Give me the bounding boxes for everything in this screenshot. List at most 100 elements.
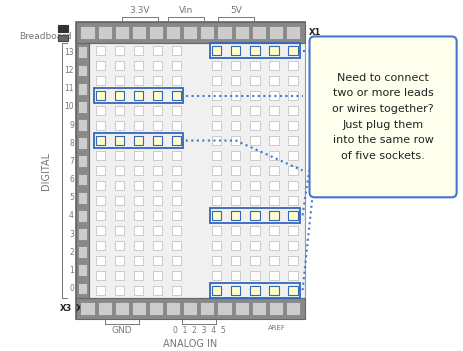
Bar [96,91,105,100]
Bar [78,174,87,185]
Bar [132,302,146,315]
Bar [172,151,181,160]
Bar [153,46,162,55]
Bar [98,26,112,39]
Bar [288,256,298,265]
Bar [115,241,124,250]
Bar [96,166,105,175]
Bar [288,181,298,190]
Bar [212,256,221,265]
Bar [232,121,240,130]
Bar [250,196,260,205]
Text: 8: 8 [69,139,74,148]
Bar [172,211,181,220]
Bar [210,283,300,298]
Bar [153,136,162,145]
Bar [96,256,105,265]
Bar [96,76,105,85]
Bar [115,211,124,220]
Bar [78,283,87,294]
Bar [98,302,112,315]
Bar [200,26,214,39]
Bar [218,26,232,39]
Bar [96,286,105,294]
Bar [269,181,279,190]
Bar [172,181,181,190]
Bar [134,91,143,100]
Bar [134,46,143,55]
Bar [96,196,105,205]
Bar [115,121,124,130]
Bar [96,106,105,115]
Bar [288,271,298,280]
Bar [58,34,68,41]
Text: 1: 1 [69,266,74,275]
Bar [232,211,240,220]
Bar [134,151,143,160]
Bar [134,226,143,235]
Bar [218,302,232,315]
Bar [76,43,89,298]
Text: X3: X3 [60,304,72,313]
Bar [269,226,279,235]
Bar [269,26,283,39]
Text: 7: 7 [69,157,74,166]
Bar [153,91,162,100]
Bar [212,166,221,175]
Bar [153,196,162,205]
FancyBboxPatch shape [310,37,457,197]
Bar [288,226,298,235]
Bar [96,181,105,190]
Bar [153,166,162,175]
Bar [134,181,143,190]
Bar [134,136,143,145]
Bar [269,302,283,315]
Bar [210,44,300,58]
Text: GND: GND [111,326,132,335]
Bar [269,61,279,70]
Bar [250,46,260,55]
Bar [286,26,300,39]
Bar [115,181,124,190]
Bar [172,256,181,265]
Bar [89,43,305,298]
Bar [134,106,143,115]
Text: 2: 2 [69,248,74,257]
Bar [153,121,162,130]
Bar [250,121,260,130]
Bar [232,226,240,235]
Text: Breadboard: Breadboard [19,32,72,41]
Bar [172,136,181,145]
Bar [115,106,124,115]
Bar [212,211,221,220]
Bar [250,76,260,85]
Bar [115,226,124,235]
Bar [96,151,105,160]
Bar [134,121,143,130]
Bar [96,121,105,130]
Bar [115,151,124,160]
Bar [235,302,249,315]
Bar [172,61,181,70]
Bar [153,286,162,294]
Bar [76,22,305,319]
Bar [269,286,279,294]
Bar [134,286,143,294]
Bar [134,196,143,205]
Bar [250,61,260,70]
Bar [212,181,221,190]
Bar [250,136,260,145]
Bar [172,226,181,235]
Bar [96,226,105,235]
Bar [269,256,279,265]
Bar [115,286,124,294]
Bar [78,265,87,276]
Bar [269,166,279,175]
Bar [183,302,197,315]
Bar [153,241,162,250]
Bar [78,46,87,58]
Bar [250,286,260,294]
Bar [250,211,260,220]
Bar [115,26,129,39]
Bar [250,271,260,280]
